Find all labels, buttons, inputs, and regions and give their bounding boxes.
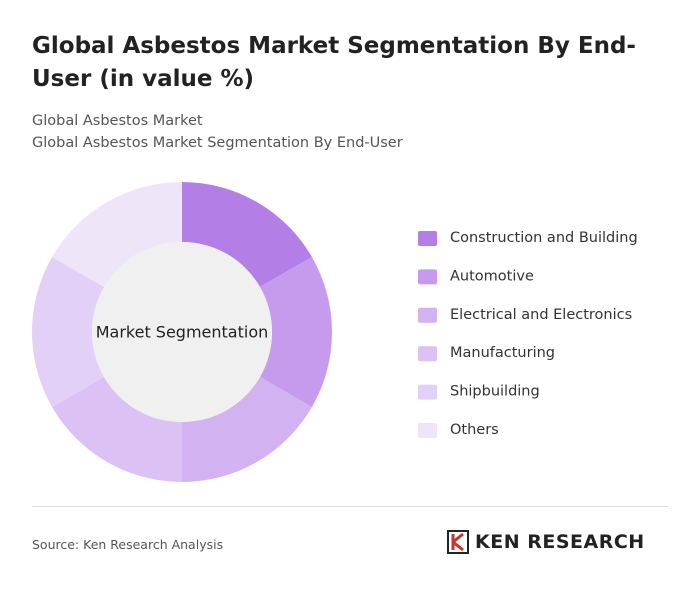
legend-label: Construction and Building <box>450 230 638 246</box>
legend-label: Manufacturing <box>450 345 555 361</box>
legend-swatch <box>418 346 437 362</box>
divider <box>32 506 668 507</box>
legend-label: Automotive <box>450 268 534 284</box>
chart: Market Segmentation Construction and Bui… <box>32 182 638 482</box>
donut-segment <box>259 257 332 407</box>
donut-hole <box>92 242 272 422</box>
donut-segment <box>52 377 182 482</box>
legend-swatch <box>418 231 437 246</box>
subtitle: Global Asbestos Market <box>32 113 203 129</box>
center-label: Market Segmentation <box>96 323 269 342</box>
legend-swatch <box>418 307 437 323</box>
chart-title: Global Asbestos Market Segmentation By E… <box>32 33 636 92</box>
legend-swatch <box>418 384 437 400</box>
logo-text: KEN RESEARCH <box>475 531 645 553</box>
logo: KEN RESEARCH <box>447 530 645 554</box>
donut-segment <box>182 182 312 287</box>
logo-icon <box>447 530 469 554</box>
subtitle: Global Asbestos Market Segmentation By E… <box>32 135 403 151</box>
legend-swatch <box>418 423 437 438</box>
legend-label: Others <box>450 422 499 438</box>
legend-label: Electrical and Electronics <box>450 307 632 323</box>
donut-segment <box>32 257 105 407</box>
donut-segment <box>182 377 312 482</box>
source: Source: Ken Research Analysis <box>32 537 224 552</box>
donut-segment <box>52 182 182 287</box>
legend-swatch <box>418 269 437 285</box>
legend-label: Shipbuilding <box>450 384 540 400</box>
